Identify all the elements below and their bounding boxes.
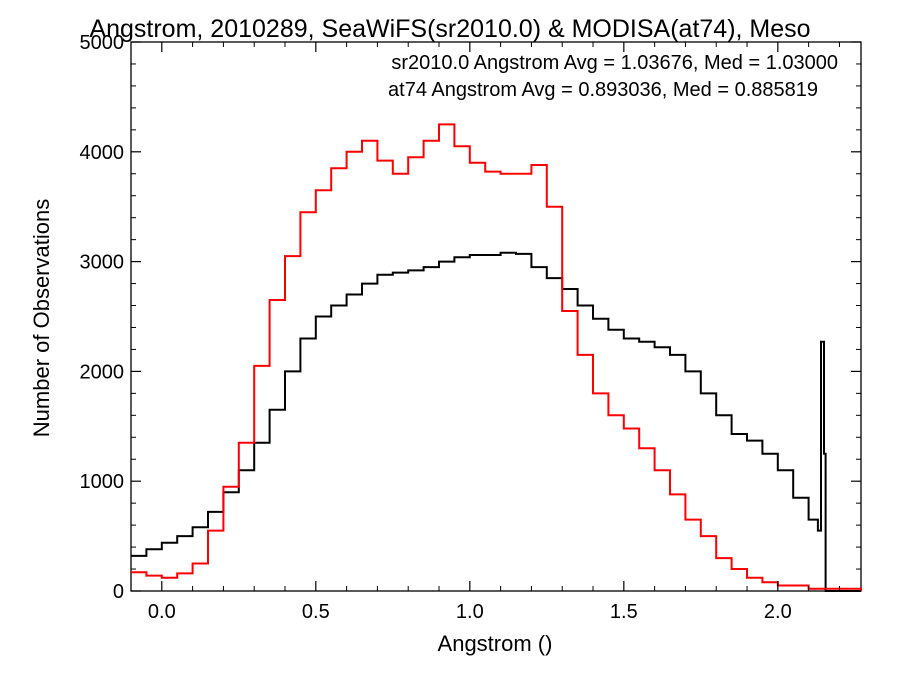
- chart-title: Angstrom, 2010289, SeaWiFS(sr2010.0) & M…: [89, 15, 810, 43]
- y-tick-label: 5000: [80, 32, 125, 54]
- plot-area: 0.0 0.5 1.0 1.5 2.0 0 1000 2000 3000 4000 5000: [80, 32, 862, 623]
- y-tick-label: 2000: [80, 361, 125, 383]
- x-tick-label: 1.0: [456, 601, 484, 623]
- y-axis-label: Number of Observations: [29, 199, 54, 437]
- y-tick-label: 3000: [80, 252, 125, 274]
- annotation-at74: at74 Angstrom Avg = 0.893036, Med = 0.88…: [388, 79, 818, 101]
- series-line-sr2010-0: [131, 251, 861, 592]
- x-tick-label: 0.5: [302, 601, 330, 623]
- x-tick-label: 1.5: [610, 601, 638, 623]
- series-line-at74: [131, 123, 862, 591]
- y-tick-label: 0: [113, 581, 124, 603]
- x-tick-label: 0.0: [148, 601, 176, 623]
- plot-frame: [130, 41, 862, 592]
- annotation-sr2010: sr2010.0 Angstrom Avg = 1.03676, Med = 1…: [391, 52, 838, 74]
- y-tick-label: 1000: [80, 471, 125, 493]
- x-tick-label: 2.0: [764, 601, 792, 623]
- y-tick-label: 4000: [80, 142, 125, 164]
- x-axis-label: Angstrom (): [438, 631, 553, 656]
